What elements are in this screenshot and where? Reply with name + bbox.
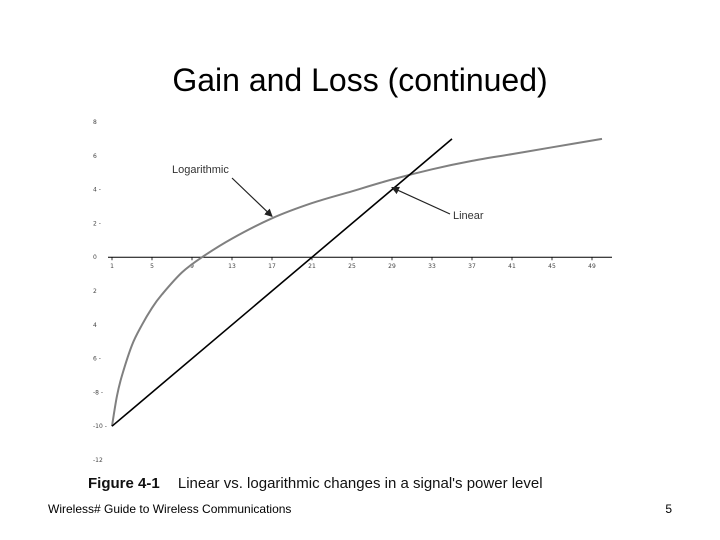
y-tick-label: 4 -	[93, 187, 101, 194]
x-tick-label: 13	[228, 263, 236, 270]
y-tick-label: 6 -	[93, 356, 101, 363]
x-tick-label: 33	[428, 263, 436, 270]
x-tick-label: 41	[508, 263, 516, 270]
x-tick-label: 17	[268, 263, 276, 270]
y-tick-label: -10 -	[93, 423, 107, 430]
annotation-logarithmic-arrow	[231, 177, 273, 218]
x-tick-label: 49	[588, 263, 596, 270]
figure-caption-text: Linear vs. logarithmic changes in a sign…	[177, 475, 543, 492]
annotation-linear-arrow	[391, 186, 451, 215]
series-linear-line	[111, 138, 453, 427]
figure-caption: Figure 4-1 Linear vs. logarithmic change…	[88, 475, 543, 492]
y-tick-label: 2 -	[93, 220, 101, 227]
y-tick-label: -12	[93, 457, 103, 464]
y-tick-label: 6	[93, 153, 97, 160]
series-logarithmic-line	[111, 137, 603, 427]
y-tick-label: -8 -	[93, 389, 103, 396]
page-number: 5	[665, 502, 672, 516]
x-tick-label: 5	[150, 263, 154, 270]
x-tick-label: 29	[388, 263, 396, 270]
x-tick-label: 45	[548, 263, 556, 270]
annotation-linear-label: Linear	[453, 210, 484, 222]
y-tick-label: 4	[93, 322, 97, 329]
slide-title: Gain and Loss (continued)	[172, 62, 548, 98]
y-tick-label: 0	[93, 254, 97, 261]
x-tick-label: 1	[110, 263, 114, 270]
y-tick-label: 2	[93, 288, 97, 295]
y-tick-label: 8	[93, 119, 97, 126]
x-tick-label: 37	[468, 263, 476, 270]
x-tick-label: 9	[190, 263, 194, 270]
x-tick-label: 21	[308, 263, 316, 270]
figure-label: Figure 4-1	[88, 475, 160, 492]
annotation-logarithmic-label: Logarithmic	[172, 164, 229, 176]
footer-text: Wireless# Guide to Wireless Communicatio…	[48, 502, 292, 516]
x-tick-label: 25	[348, 263, 356, 270]
